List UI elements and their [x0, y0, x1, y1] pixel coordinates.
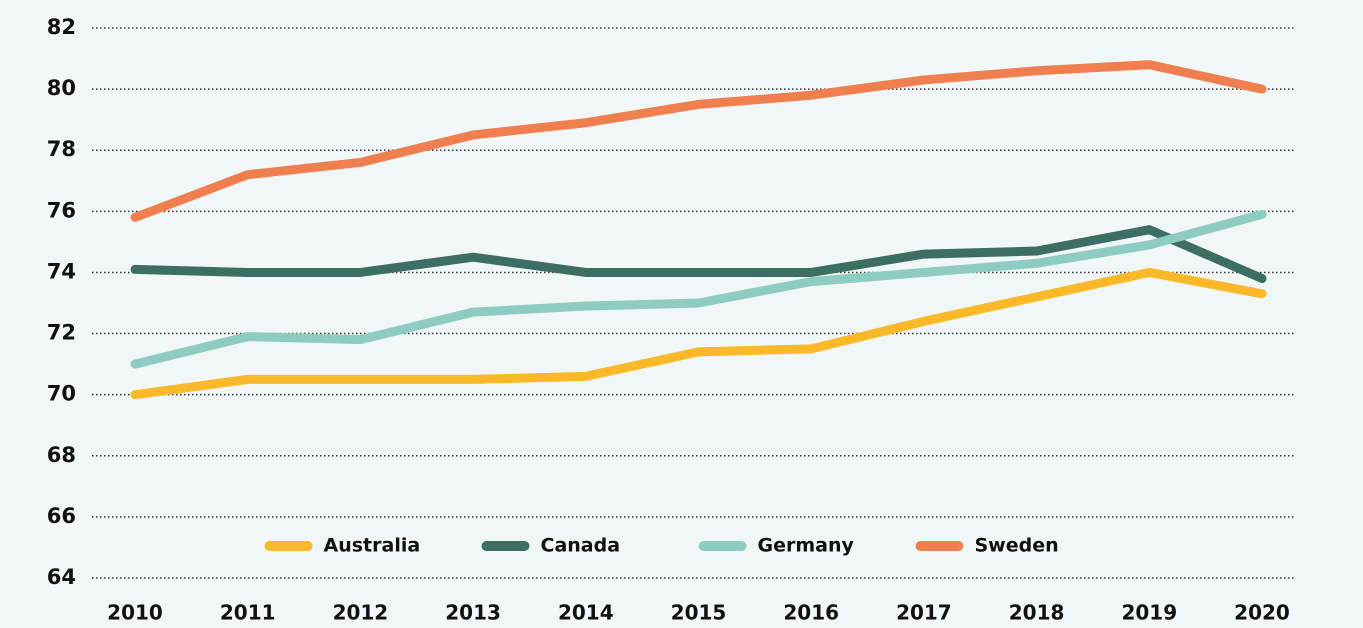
x-tick-label: 2017 — [896, 601, 952, 625]
legend-label: Canada — [541, 535, 621, 557]
line-series — [130, 267, 1267, 400]
x-tick-label: 2015 — [671, 601, 727, 625]
x-tick-label: 2020 — [1234, 601, 1290, 625]
legend-label: Sweden — [975, 535, 1059, 557]
y-tick-label: 80 — [47, 76, 76, 100]
x-tick-label: 2014 — [558, 601, 614, 625]
y-tick-label: 76 — [47, 198, 76, 222]
y-tick-label: 72 — [47, 321, 76, 345]
legend-label: Australia — [324, 535, 421, 557]
x-tick-label: 2011 — [220, 601, 276, 625]
y-tick-label: 78 — [47, 137, 76, 161]
x-tick-label: 2018 — [1009, 601, 1065, 625]
x-tick-label: 2010 — [107, 601, 163, 625]
line-series — [130, 209, 1267, 369]
x-tick-label: 2016 — [783, 601, 839, 625]
x-tick-label: 2013 — [445, 601, 501, 625]
x-tick-label: 2012 — [333, 601, 389, 625]
y-tick-label: 64 — [47, 565, 76, 589]
legend-label: Germany — [758, 535, 855, 557]
y-tick-label: 68 — [47, 443, 76, 467]
y-tick-label: 82 — [47, 15, 76, 39]
y-tick-label: 70 — [47, 382, 76, 406]
line-series — [130, 60, 1267, 222]
x-tick-label: 2019 — [1121, 601, 1177, 625]
y-tick-label: 66 — [47, 504, 76, 528]
y-tick-label: 74 — [47, 259, 76, 283]
line-series — [130, 225, 1267, 284]
